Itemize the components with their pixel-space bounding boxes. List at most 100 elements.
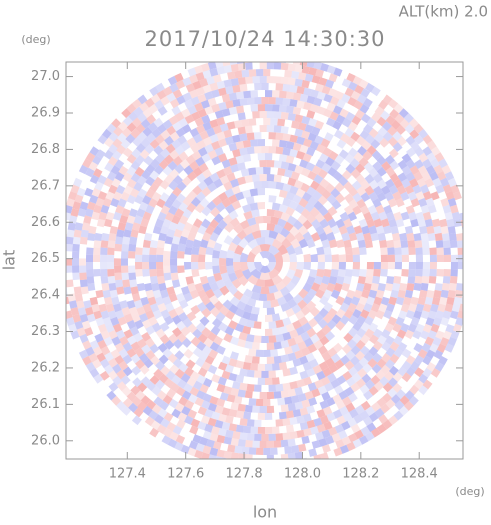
- echo-cell: [368, 412, 379, 423]
- echo-cell: [312, 364, 323, 375]
- echo-cell: [246, 369, 255, 378]
- echo-cell: [327, 372, 337, 383]
- echo-cell: [91, 303, 100, 313]
- echo-cell: [170, 243, 179, 252]
- echo-cell: [303, 138, 313, 148]
- echo-cell: [74, 320, 84, 330]
- echo-cell: [405, 204, 415, 214]
- echo-cell: [345, 163, 356, 174]
- echo-cell: [223, 450, 232, 459]
- echo-cell: [408, 269, 416, 277]
- echo-cell: [339, 108, 349, 118]
- echo-cell: [259, 251, 271, 259]
- echo-cell: [153, 145, 164, 156]
- echo-cell: [127, 178, 137, 189]
- echo-cell: [451, 211, 461, 221]
- echo-cell: [197, 406, 207, 416]
- echo-cell: [330, 269, 339, 278]
- echo-cell: [420, 310, 430, 320]
- echo-cell: [151, 191, 162, 202]
- echo-cell: [413, 171, 423, 182]
- echo-cell: [441, 164, 452, 175]
- echo-cell: [443, 254, 452, 262]
- echo-cell: [291, 70, 300, 79]
- echo-cell: [266, 342, 275, 350]
- echo-cell: [163, 272, 172, 281]
- echo-cell: [196, 173, 207, 183]
- echo-cell: [294, 231, 305, 242]
- echo-cell: [268, 335, 277, 343]
- echo-cell: [280, 286, 291, 297]
- echo-cell: [380, 329, 391, 339]
- echo-cell: [79, 272, 87, 281]
- echo-cell: [280, 453, 289, 459]
- echo-cell: [108, 282, 117, 291]
- echo-cell: [242, 204, 252, 213]
- echo-cell: [387, 316, 398, 326]
- echo-cell: [224, 364, 234, 374]
- echo-cell: [307, 132, 317, 142]
- echo-cell: [299, 144, 309, 154]
- echo-cell: [235, 141, 245, 150]
- echo-cell: [226, 172, 236, 182]
- echo-cell: [218, 322, 228, 333]
- echo-cell: [304, 390, 314, 400]
- echo-cell: [145, 164, 156, 174]
- echo-cell: [380, 269, 388, 277]
- echo-cell: [292, 62, 301, 65]
- echo-cell: [251, 356, 260, 364]
- echo-cell: [238, 317, 248, 327]
- echo-cell: [220, 272, 230, 282]
- echo-cell: [192, 80, 202, 90]
- echo-cell: [101, 128, 112, 139]
- echo-cell: [345, 137, 356, 147]
- echo-cell: [142, 126, 153, 137]
- echo-cell: [221, 93, 231, 103]
- echo-cell: [250, 223, 260, 233]
- echo-cell: [110, 316, 120, 326]
- echo-cell: [440, 197, 450, 207]
- echo-cell: [181, 406, 191, 416]
- echo-cell: [413, 123, 424, 134]
- echo-cell: [345, 254, 354, 262]
- echo-cell: [82, 340, 92, 350]
- echo-cell: [70, 307, 80, 316]
- echo-cell: [336, 415, 346, 425]
- echo-cell: [354, 429, 364, 440]
- echo-cell: [403, 400, 414, 411]
- echo-cell: [420, 282, 429, 292]
- echo-cell: [140, 395, 151, 406]
- echo-cell: [393, 211, 403, 221]
- echo-cell: [306, 62, 315, 68]
- echo-cell: [433, 225, 442, 235]
- echo-cell: [115, 279, 124, 288]
- echo-cell: [228, 157, 238, 166]
- echo-cell: [204, 423, 214, 433]
- echo-cell: [424, 218, 434, 228]
- echo-cell: [96, 218, 106, 228]
- echo-cell: [292, 142, 302, 152]
- echo-cell: [237, 112, 246, 121]
- echo-cell: [413, 134, 424, 145]
- echo-cell: [203, 176, 214, 187]
- echo-cell: [201, 114, 211, 124]
- echo-cell: [419, 289, 428, 299]
- echo-cell: [166, 388, 177, 399]
- echo-cell: [294, 128, 304, 138]
- echo-cell: [280, 227, 291, 238]
- echo-cell: [221, 159, 231, 169]
- echo-cell: [66, 289, 68, 298]
- echo-cell: [257, 62, 265, 63]
- echo-cell: [325, 331, 336, 342]
- echo-cell: [142, 108, 153, 119]
- echo-cell: [121, 251, 129, 259]
- echo-cell: [418, 373, 429, 384]
- echo-cell: [356, 198, 367, 209]
- echo-cell: [222, 214, 233, 225]
- echo-cell: [243, 411, 252, 420]
- echo-cell: [160, 96, 170, 106]
- echo-cell: [352, 308, 362, 319]
- echo-cell: [192, 328, 203, 339]
- echo-cell: [156, 247, 164, 255]
- echo-cell: [168, 398, 179, 409]
